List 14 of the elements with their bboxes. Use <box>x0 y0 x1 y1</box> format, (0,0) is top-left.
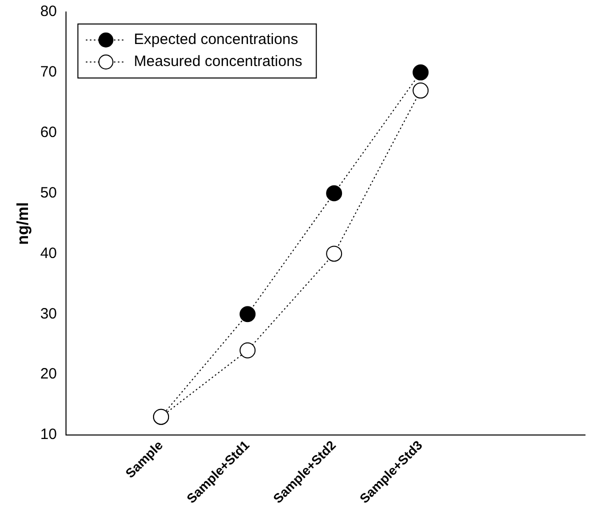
y-tick-label: 30 <box>40 305 57 322</box>
y-tick-label: 70 <box>40 64 57 81</box>
point <box>240 306 256 322</box>
y-tick-label: 80 <box>40 3 57 20</box>
y-tick-label: 10 <box>40 426 57 444</box>
y-tick-label: 20 <box>40 366 57 383</box>
y-tick-label: 40 <box>40 244 57 262</box>
point <box>412 64 429 80</box>
point <box>326 185 342 202</box>
y-tick-label: 50 <box>40 184 57 202</box>
legend-label: Measured concentrations <box>134 53 302 70</box>
y-axis-title: ng/ml <box>15 202 32 245</box>
legend-label: Expected concentrations <box>134 31 298 48</box>
y-tick-label: 60 <box>40 124 57 141</box>
